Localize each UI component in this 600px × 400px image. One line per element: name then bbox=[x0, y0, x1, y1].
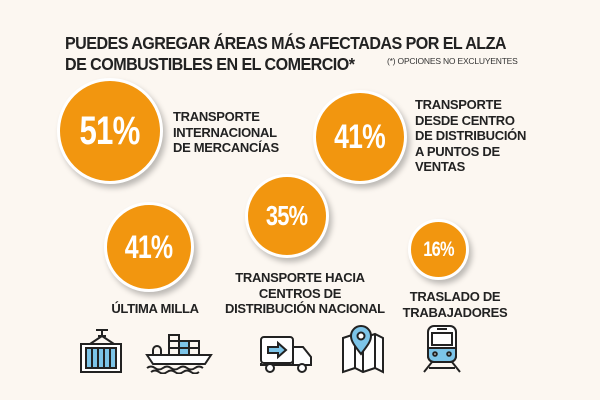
label-line: CENTROS DE bbox=[258, 285, 342, 301]
label-line: TRANSPORTE HACIA bbox=[235, 270, 365, 285]
bubble-value: 35% bbox=[266, 200, 308, 231]
bubble-16: 16% bbox=[408, 219, 469, 280]
title-line-1: PUEDES AGREGAR ÁREAS MÁS AFECTADAS POR E… bbox=[65, 33, 507, 53]
bubble-41-last-mile: 41% bbox=[104, 202, 194, 292]
label-line: INTERNACIONAL bbox=[173, 124, 277, 140]
map-pin-icon bbox=[342, 325, 384, 374]
label-national-distribution: TRANSPORTE HACIA CENTROS DE DISTRIBUCIÓN… bbox=[225, 270, 385, 317]
label-workers: TRASLADO DE TRABAJADORES bbox=[400, 289, 510, 320]
label-international: TRANSPORTE INTERNACIONAL DE MERCANCÍAS bbox=[173, 109, 279, 156]
label-line: DISTRIBUCIÓN NACIONAL bbox=[225, 301, 385, 316]
label-line: DE DISTRIBUCIÓN bbox=[415, 128, 527, 143]
label-line: DESDE CENTRO bbox=[415, 112, 515, 128]
bubble-41-distribution: 41% bbox=[313, 90, 407, 184]
label-line: TRANSPORTE bbox=[415, 97, 502, 112]
label-line: VENTAS bbox=[415, 159, 465, 174]
footnote: (*) OPCIONES NO EXCLUYENTES bbox=[387, 56, 518, 66]
bubble-35: 35% bbox=[245, 174, 329, 258]
bubble-value: 16% bbox=[423, 237, 454, 261]
title-line-2: DE COMBUSTIBLES EN EL COMERCIO* bbox=[65, 54, 355, 74]
delivery-truck-icon bbox=[260, 336, 312, 373]
label-line: DE MERCANCÍAS bbox=[173, 140, 279, 155]
label-line: ÚLTIMA MILLA bbox=[111, 301, 199, 316]
page-title: PUEDES AGREGAR ÁREAS MÁS AFECTADAS POR E… bbox=[65, 33, 507, 75]
label-line: A PUNTOS DE bbox=[415, 143, 500, 159]
bubble-value: 51% bbox=[79, 108, 141, 153]
cargo-ship-icon bbox=[145, 334, 213, 374]
label-line: TRANSPORTE bbox=[173, 109, 260, 124]
bubble-value: 41% bbox=[334, 117, 387, 156]
bubble-value: 41% bbox=[125, 228, 173, 265]
label-line: TRASLADO DE bbox=[409, 289, 501, 304]
bubble-51: 51% bbox=[57, 78, 163, 184]
label-line: TRABAJADORES bbox=[402, 304, 508, 320]
label-distribution-to-sales: TRANSPORTE DESDE CENTRO DE DISTRIBUCIÓN … bbox=[415, 97, 526, 175]
container-crane-icon bbox=[80, 329, 122, 373]
label-last-mile: ÚLTIMA MILLA bbox=[95, 301, 215, 317]
train-icon bbox=[423, 325, 461, 373]
